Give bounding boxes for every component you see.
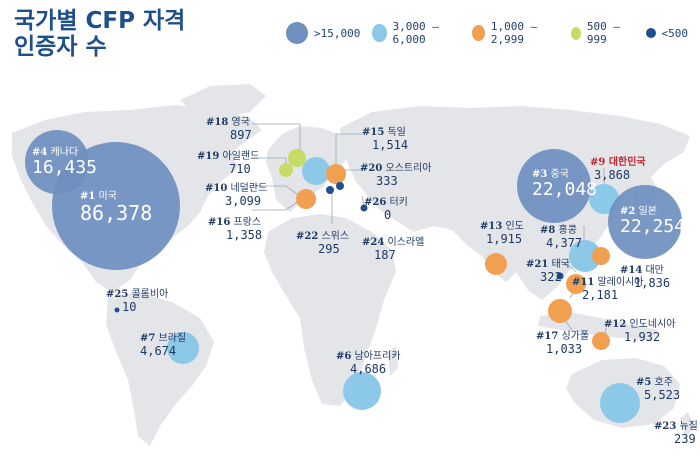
label-malaysia: #11 말레이시아 2,181 bbox=[572, 277, 644, 302]
label-france: #16 프랑스 1,358 bbox=[208, 217, 263, 242]
label-austria: #20 오스트리아 333 bbox=[360, 163, 432, 188]
south-america bbox=[106, 292, 214, 446]
bubble-malaysia bbox=[566, 274, 586, 294]
bubbles bbox=[25, 130, 682, 423]
africa bbox=[264, 214, 396, 406]
label-new-zealand: #23 뉴질 239 bbox=[654, 421, 698, 446]
bubble-thailand bbox=[556, 272, 564, 280]
legend-swatch bbox=[286, 22, 308, 44]
legend-swatch bbox=[570, 26, 581, 40]
bubble-netherlands bbox=[302, 157, 330, 185]
label-turkey: #26 터키 0 bbox=[364, 197, 408, 222]
label-uk: #18 영국 897 bbox=[206, 117, 252, 142]
bubble-colombia bbox=[114, 307, 120, 313]
madagascar bbox=[388, 346, 398, 376]
legend-item: 3,000 – 6,000 bbox=[372, 20, 460, 46]
bubble-indonesia bbox=[592, 332, 610, 350]
bubble-germany bbox=[326, 164, 346, 184]
map-title-line1: 국가별 CFP 자격 bbox=[14, 8, 186, 34]
label-singapore: #17 싱가폴 1,033 bbox=[536, 331, 590, 356]
label-colombia: #25 콜롬비아 10 bbox=[106, 289, 169, 314]
bubble-austria bbox=[336, 182, 344, 190]
bubble-brazil bbox=[167, 332, 199, 364]
label-brazil: #7 브라질 4,674 bbox=[140, 333, 187, 358]
legend-item: <500 bbox=[645, 26, 689, 40]
label-switzerland: #22 스위스 295 bbox=[296, 231, 350, 256]
new-zealand bbox=[680, 412, 694, 438]
legend-item: >15,000 bbox=[286, 22, 360, 44]
legend-swatch bbox=[472, 25, 485, 41]
label-indonesia: #12 인도네시아 1,932 bbox=[604, 319, 676, 344]
label-china: #3 중국 22,048 bbox=[532, 169, 598, 200]
legend-swatch bbox=[372, 24, 387, 42]
legend-item: 500 – 999 bbox=[570, 20, 634, 46]
label-south-africa: #6 남아프리카 4,686 bbox=[336, 351, 401, 376]
bubble-singapore bbox=[548, 299, 572, 323]
label-japan: #2 일본 22,254 bbox=[620, 206, 686, 237]
bubble-ireland bbox=[279, 163, 293, 177]
label-taiwan: #14 대만 1,836 bbox=[620, 265, 671, 290]
bubble-south-africa bbox=[343, 372, 381, 410]
bubble-china bbox=[517, 149, 591, 223]
legend-label: 1,000 – 2,999 bbox=[490, 20, 538, 46]
bubble-france bbox=[296, 189, 316, 209]
label-netherlands: #10 네덜란드 3,099 bbox=[205, 183, 268, 208]
label-korea: #9 대한민국 3,868 bbox=[590, 157, 646, 182]
bubble-switzerland bbox=[326, 186, 334, 194]
bubble-hong-kong bbox=[569, 240, 601, 272]
label-thailand: #21 태국 322 bbox=[526, 259, 570, 284]
label-hong-kong: #8 홍콩 4,377 bbox=[540, 225, 583, 250]
label-usa: #1 미국 86,378 bbox=[80, 191, 153, 225]
label-india: #13 인도 1,915 bbox=[480, 221, 524, 246]
bubble-japan bbox=[608, 185, 682, 259]
asia bbox=[340, 106, 690, 300]
legend-label: 3,000 – 6,000 bbox=[392, 20, 439, 46]
legend: >15,000 3,000 – 6,000 1,000 – 2,999 500 … bbox=[286, 20, 700, 46]
bubble-uk bbox=[288, 149, 306, 167]
legend-label: 500 – 999 bbox=[586, 20, 620, 46]
legend-swatch bbox=[645, 28, 656, 38]
bubble-taiwan bbox=[592, 247, 610, 265]
label-australia: #5 호주 5,523 bbox=[636, 377, 681, 402]
greenland bbox=[180, 84, 266, 118]
legend-label: >15,000 bbox=[314, 26, 361, 40]
bubble-israel bbox=[360, 204, 368, 212]
bubble-canada bbox=[25, 130, 89, 194]
label-ireland: #19 아일랜드 710 bbox=[197, 151, 260, 176]
bubble-india bbox=[485, 253, 507, 275]
label-israel: #24 이스라엘 187 bbox=[362, 237, 425, 262]
legend-item: 1,000 – 2,999 bbox=[472, 20, 558, 46]
label-germany: #15 독일 1,514 bbox=[362, 127, 409, 152]
map-title-line2: 인증자 수 bbox=[14, 34, 107, 60]
bubble-australia bbox=[600, 383, 640, 423]
legend-label: <500 bbox=[661, 26, 689, 40]
label-canada: #4 캐나다 16,435 bbox=[32, 147, 98, 178]
